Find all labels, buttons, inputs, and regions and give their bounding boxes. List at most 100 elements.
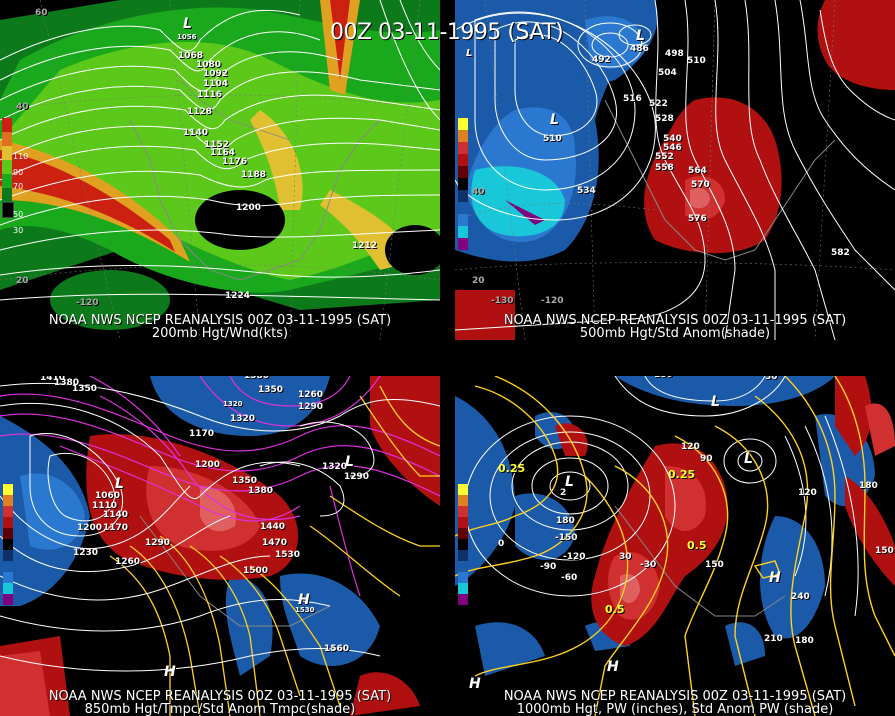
- contour-label: 180: [654, 376, 673, 380]
- low-label: L: [115, 476, 124, 492]
- contour-label: 1104: [203, 79, 229, 89]
- contour-label: -120: [563, 552, 586, 562]
- contour-label: 120: [798, 488, 817, 498]
- contour-label: 1116: [197, 90, 223, 100]
- contour-label: 522: [649, 99, 668, 109]
- contour-label: 1200: [195, 460, 221, 470]
- contour-label: 1290: [344, 472, 370, 482]
- contour-label: -60: [561, 573, 578, 583]
- lon-label: -130: [491, 296, 514, 306]
- high-label: H: [164, 664, 176, 680]
- contour-label: 1380: [248, 486, 274, 496]
- pw-label: 0.5: [687, 539, 707, 552]
- pw-label: 0.5: [605, 603, 625, 616]
- contour-label: 540: [663, 134, 682, 144]
- high-label: H: [769, 570, 781, 586]
- contour-label: 1530: [275, 550, 301, 560]
- contour-label: 210: [764, 634, 783, 644]
- contour-label: 1200: [236, 203, 262, 213]
- low-label: L: [466, 48, 473, 59]
- lat-label: 40: [16, 102, 29, 112]
- contour-label: 180: [556, 516, 575, 526]
- contour-label: 1176: [222, 157, 248, 167]
- anomaly-scale: [458, 118, 468, 250]
- contour-label: 1188: [241, 170, 267, 180]
- panel-500mb: L L L 486 492 498 504 510 510 516 522 52…: [455, 0, 895, 340]
- map-850mb: [0, 376, 440, 716]
- contour-label: 1200: [77, 523, 103, 533]
- caption-source: NOAA NWS NCEP REANALYSIS 00Z 03-11-1995 …: [48, 313, 392, 328]
- low-label: L: [550, 112, 559, 128]
- contour-label: 1350: [258, 385, 284, 395]
- map-500mb: [455, 0, 895, 340]
- contour-label: 150: [705, 560, 724, 570]
- contour-label: 1164: [210, 148, 236, 158]
- contour-label: 1320: [322, 462, 348, 472]
- contour-label: 582: [831, 248, 850, 258]
- high-label: H: [607, 659, 619, 675]
- high-label: H: [298, 592, 310, 608]
- contour-label: 534: [577, 186, 596, 196]
- contour-label: 558: [655, 163, 674, 173]
- contour-label: 30: [619, 552, 632, 562]
- contour-label: 1056: [177, 33, 197, 41]
- contour-label: 1092: [203, 69, 229, 79]
- lat-label: 40: [472, 187, 485, 197]
- scale-label: 30: [13, 226, 24, 235]
- low-label: L: [345, 454, 354, 470]
- contour-label: 1290: [145, 538, 171, 548]
- contour-label: -30: [640, 560, 657, 570]
- low-label: L: [744, 451, 753, 467]
- contour-label: 1170: [103, 523, 129, 533]
- anomaly-scale: [3, 484, 13, 605]
- contour-label: 492: [592, 55, 611, 65]
- map-1000mb: [455, 376, 895, 716]
- contour-label: 180: [795, 636, 814, 646]
- contour-label: 1530: [295, 606, 315, 614]
- contour-label: 1320: [223, 400, 243, 408]
- contour-label: 504: [658, 68, 677, 78]
- scale-label: 70: [13, 182, 24, 191]
- caption-source: NOAA NWS NCEP REANALYSIS 00Z 03-11-1995 …: [503, 689, 847, 704]
- contour-label: 1410: [40, 376, 66, 383]
- contour-label: 1350: [180, 376, 205, 377]
- contour-label: 486: [630, 44, 649, 54]
- contour-label: 1500: [243, 566, 269, 576]
- panel-850mb: 1410 1380 1350 1350 1380 1350 1320 1290 …: [0, 376, 440, 716]
- high-label: H: [469, 676, 481, 692]
- contour-label: 1380: [54, 378, 80, 388]
- contour-label: 2: [560, 488, 567, 498]
- pw-label: 0.25: [498, 462, 526, 475]
- low-label: L: [636, 28, 645, 44]
- low-label: L: [565, 474, 574, 490]
- panel-1000mb: 180 30 120 90 2 0 -150 -120 -90 -60 -30 …: [455, 376, 895, 716]
- lon-label: -120: [541, 296, 564, 306]
- contour-label: 1320: [230, 414, 256, 424]
- low-label: L: [183, 16, 192, 32]
- contour-label: 90: [700, 454, 713, 464]
- contour-label: 1230: [73, 548, 99, 558]
- scale-label: 90: [13, 168, 24, 177]
- lat-label: 60: [35, 8, 48, 18]
- scale-label: 50: [13, 210, 24, 219]
- contour-label: 1080: [196, 60, 222, 70]
- contour-label: 1260: [115, 557, 141, 567]
- contour-label: 1290: [298, 402, 324, 412]
- contour-label: 1068: [178, 51, 204, 61]
- caption-field: 850mb Hgt/Tmpc/Std Anom Tmpc(shade): [84, 702, 356, 716]
- contour-label: 1350: [72, 384, 98, 394]
- contour-label: 1212: [352, 241, 378, 251]
- caption-field: 200mb Hgt/Wnd(kts): [151, 326, 289, 340]
- contour-label: 1170: [189, 429, 215, 439]
- contour-label: 1128: [187, 107, 213, 117]
- contour-label: 1470: [262, 538, 288, 548]
- map-200mb: [0, 0, 440, 340]
- caption-field: 1000mb Hgt, PW (inches), Std Anom PW (sh…: [516, 702, 834, 716]
- contour-label: 1140: [103, 510, 129, 520]
- pw-label: 0.25: [668, 468, 696, 481]
- lon-label: -120: [76, 298, 99, 308]
- contour-label: 150: [875, 546, 894, 556]
- contour-label: 576: [688, 214, 707, 224]
- contour-label: 1152: [204, 140, 230, 150]
- lat-label: 20: [472, 276, 485, 286]
